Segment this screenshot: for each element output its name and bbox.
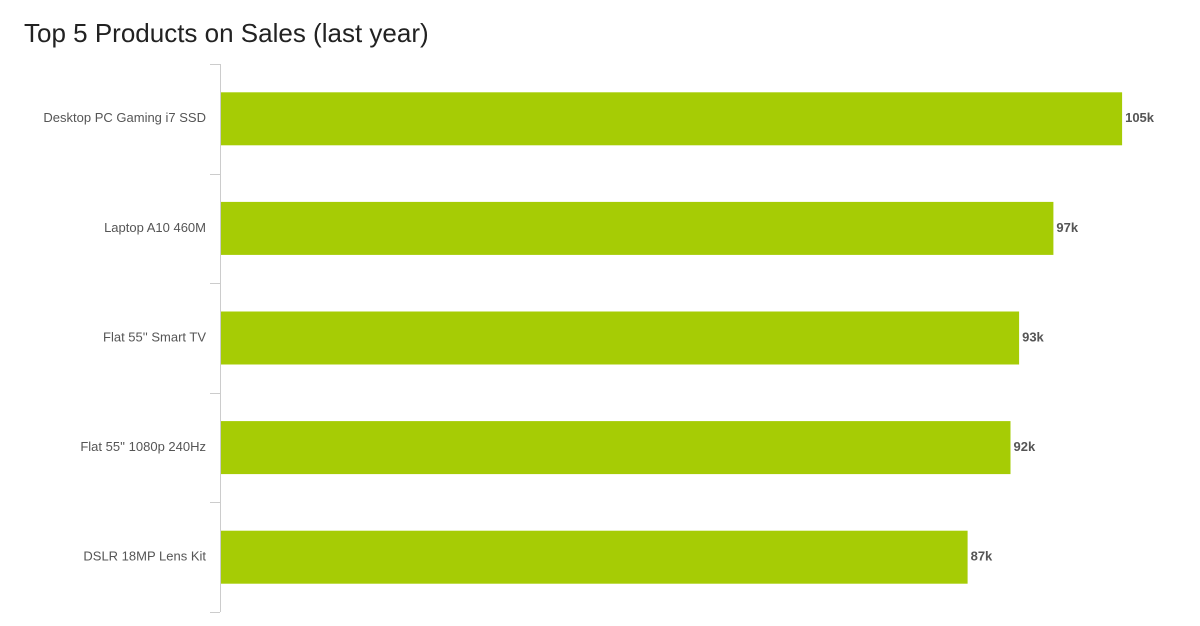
category-label: DSLR 18MP Lens Kit (83, 549, 206, 564)
data-label: 93k (1022, 329, 1044, 344)
data-label: 97k (1056, 220, 1078, 235)
bar (221, 311, 1020, 365)
category-label: Desktop PC Gaming i7 SSD (43, 110, 206, 125)
bar (221, 92, 1123, 146)
data-label: 87k (971, 549, 993, 564)
category-labels-group: Desktop PC Gaming i7 SSD Laptop A10 460M F… (43, 110, 206, 563)
bar (221, 201, 1054, 255)
category-label: Flat 55'' Smart TV (103, 329, 206, 344)
data-labels-group: 105k 97k 93k 92k 87k (971, 110, 1155, 563)
category-label: Laptop A10 460M (104, 220, 206, 235)
data-label: 105k (1125, 110, 1155, 125)
bar (221, 530, 968, 584)
bars-group (221, 92, 1123, 584)
category-label: Flat 55'' 1080p 240Hz (80, 439, 206, 454)
bar (221, 421, 1011, 475)
y-axis-ticks (210, 64, 220, 613)
data-label: 92k (1014, 439, 1036, 454)
chart-title: Top 5 Products on Sales (last year) (24, 18, 429, 48)
